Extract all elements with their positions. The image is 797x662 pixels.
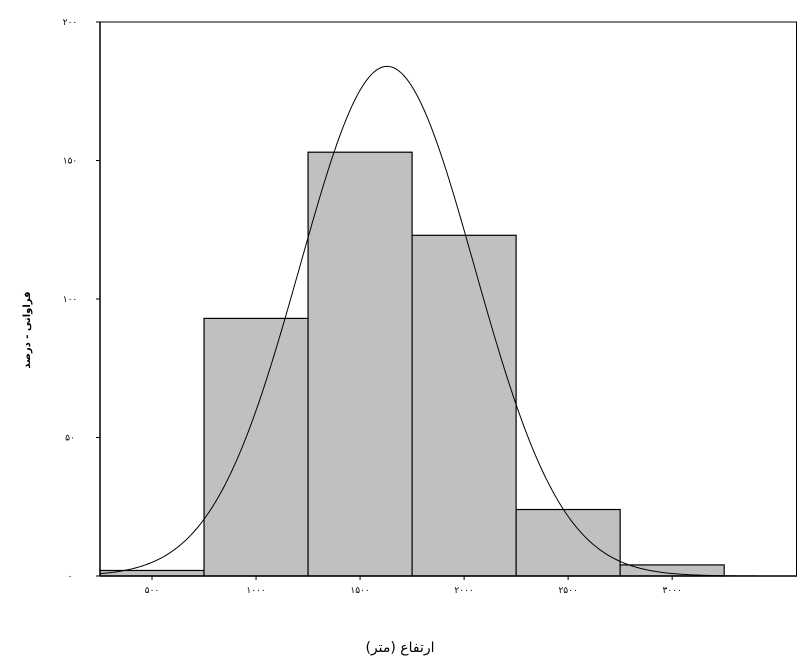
x-tick-label: ۲۰۰۰ bbox=[454, 586, 473, 596]
x-tick-label: ۵۰۰ bbox=[145, 586, 160, 596]
y-axis-ticks: ۰ ۵۰ ۱۰۰ ۱۵۰ ۲۰۰ bbox=[63, 18, 100, 582]
x-tick-label: ۳۰۰۰ bbox=[662, 586, 681, 596]
x-axis-title: ارتفاع (متر) bbox=[365, 640, 434, 656]
histogram-bar-2 bbox=[203, 317, 309, 577]
y-tick-label: ۲۰۰ bbox=[63, 18, 78, 28]
histogram-bars bbox=[99, 151, 725, 577]
histogram-bar-4 bbox=[411, 234, 517, 577]
x-axis-ticks: ۵۰۰ ۱۰۰۰ ۱۵۰۰ ۲۰۰۰ ۲۵۰۰ ۳۰۰۰ bbox=[145, 576, 682, 596]
y-tick-label: ۰ bbox=[68, 572, 73, 582]
y-tick-label: ۱۵۰ bbox=[63, 157, 78, 167]
x-tick-label: ۱۰۰۰ bbox=[246, 586, 265, 596]
normal-curve-line bbox=[99, 65, 797, 577]
histogram-bar-1 bbox=[99, 569, 205, 577]
histogram-bar-5 bbox=[515, 508, 621, 577]
histogram-bar-3 bbox=[307, 151, 413, 577]
normal-curve bbox=[99, 65, 797, 577]
y-tick-label: ۵۰ bbox=[65, 434, 75, 444]
x-tick-label: ۲۵۰۰ bbox=[558, 586, 577, 596]
y-tick-label: ۱۰۰ bbox=[63, 295, 78, 305]
x-tick-label: ۱۵۰۰ bbox=[350, 586, 369, 596]
y-axis-title: فراوانی - درصد bbox=[22, 291, 33, 368]
